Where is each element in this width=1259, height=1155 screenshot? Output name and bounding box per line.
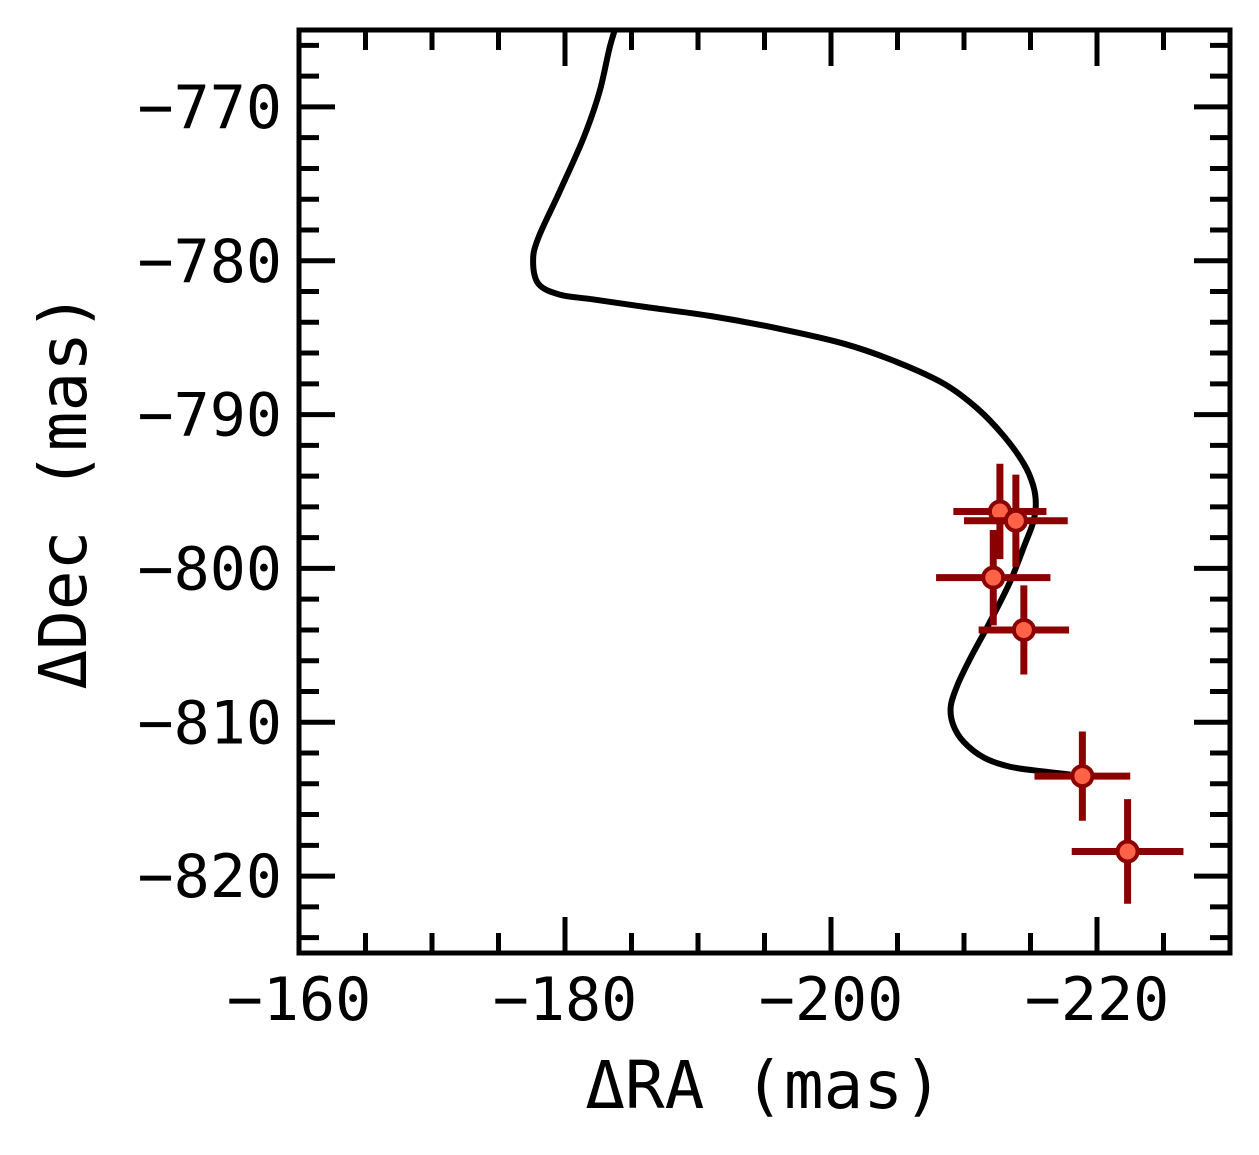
data-marker (1115, 839, 1140, 864)
x-tick-label: −220 (1025, 965, 1170, 1035)
data-marker (981, 565, 1006, 590)
data-marker (1003, 508, 1028, 533)
y-tick-label: −810 (138, 688, 283, 758)
x-axis-label: ΔRA (mas) (585, 1047, 943, 1124)
y-tick-label: −820 (138, 842, 283, 912)
data-point (1071, 799, 1184, 904)
plot-content (530, 30, 1184, 904)
x-tick-label: −200 (759, 965, 904, 1035)
y-tick-label: −780 (138, 227, 283, 297)
data-point (1034, 731, 1131, 821)
y-tick-label: −800 (138, 534, 283, 604)
data-marker (1011, 617, 1036, 642)
x-tick-label: −160 (227, 965, 372, 1035)
data-point (978, 585, 1070, 675)
data-marker (1070, 764, 1095, 789)
x-tick-label: −180 (493, 965, 638, 1035)
data-point (953, 463, 1047, 560)
y-tick-label: −790 (138, 381, 283, 451)
data-point (936, 529, 1051, 626)
axis-ticks (296, 30, 1230, 953)
orbit-model-line (530, 30, 1071, 778)
y-axis-label: ΔDec (mas) (25, 292, 102, 689)
tick-labels: −160 −180 −200 −220 −770 −780 −790 −800 −810 −820 (138, 73, 1170, 1035)
y-tick-label: −770 (138, 73, 283, 143)
plot-frame (296, 27, 1233, 956)
data-point (964, 474, 1068, 567)
